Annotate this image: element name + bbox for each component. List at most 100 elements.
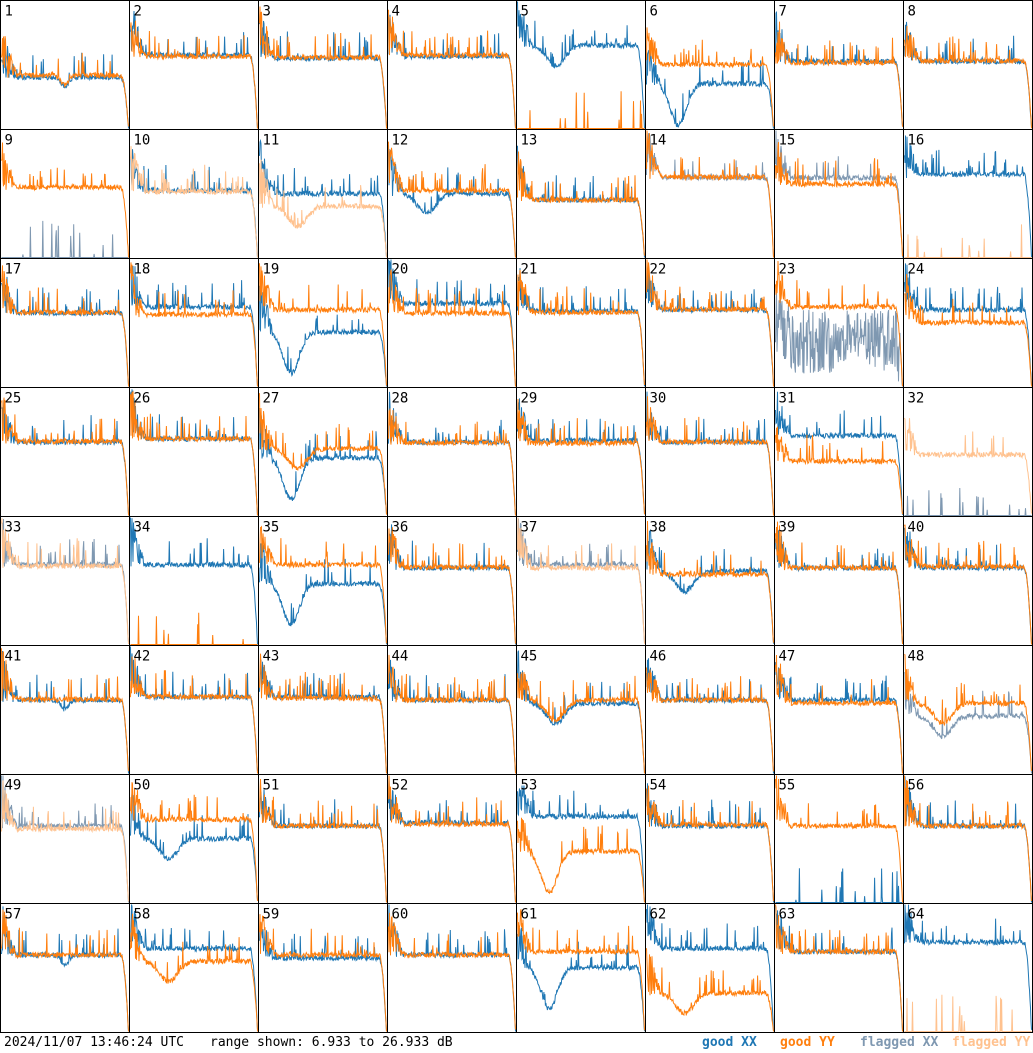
panel-23: 23 [774, 258, 904, 388]
series-yy-panel-10 [130, 146, 258, 258]
panel-44: 44 [387, 645, 517, 775]
panel-label: 62 [650, 907, 667, 923]
panel-34: 34 [129, 516, 259, 646]
series-yy-panel-47 [775, 654, 903, 774]
series-yy-panel-42 [130, 656, 258, 774]
panel-27: 27 [258, 387, 388, 517]
series-yy-panel-30 [646, 396, 774, 516]
panel-frame [0, 774, 130, 904]
panel-26: 26 [129, 387, 259, 517]
panel-frame [387, 516, 517, 646]
panel-label: 43 [263, 649, 280, 665]
series-xx-panel-20 [388, 259, 516, 387]
panel-frame [0, 516, 130, 646]
series-yy-panel-13 [517, 151, 645, 256]
series-yy-panel-5 [517, 91, 645, 129]
series-xx-panel-50 [130, 792, 258, 901]
series-xx-panel-59 [259, 921, 387, 1032]
panel-frame [516, 774, 646, 904]
panel-frame [387, 774, 517, 904]
panel-frame [903, 774, 1033, 904]
series-yy-panel-41 [1, 648, 129, 772]
panel-label: 25 [5, 391, 22, 407]
panel-52: 52 [387, 774, 517, 904]
panel-frame [774, 774, 904, 904]
panel-7: 7 [774, 0, 904, 130]
panel-frame [387, 0, 517, 130]
series-yy-panel-32 [904, 417, 1032, 514]
series-yy-panel-15 [775, 142, 903, 257]
panel-label: 38 [650, 520, 667, 536]
series-xx-panel-5 [517, 1, 645, 129]
panel-46: 46 [645, 645, 775, 775]
panel-61: 61 [516, 903, 646, 1033]
panel-label: 39 [779, 520, 796, 536]
panel-label: 45 [521, 649, 538, 665]
series-yy-panel-39 [775, 521, 903, 645]
panel-frame [387, 387, 517, 517]
panel-59: 59 [258, 903, 388, 1033]
panel-label: 18 [134, 262, 151, 278]
series-xx-panel-34 [130, 517, 258, 645]
panel-label: 11 [263, 133, 280, 149]
series-yy-panel-56 [904, 775, 1032, 902]
panel-frame [774, 645, 904, 775]
panel-label: 52 [392, 778, 409, 794]
series-yy-panel-46 [646, 667, 774, 772]
panel-label: 58 [134, 907, 151, 923]
panel-frame [903, 903, 1033, 1033]
series-yy-panel-14 [646, 130, 774, 258]
panel-11: 11 [258, 129, 388, 259]
panel-label: 19 [263, 262, 280, 278]
panel-frame [129, 516, 259, 646]
series-yy-panel-51 [259, 778, 387, 903]
panel-label: 6 [650, 4, 658, 20]
panel-frame [0, 387, 130, 517]
panel-14: 14 [645, 129, 775, 259]
panel-label: 56 [908, 778, 925, 794]
series-yy-panel-18 [130, 262, 258, 387]
panel-frame [516, 0, 646, 130]
panel-label: 55 [779, 778, 796, 794]
panel-15: 15 [774, 129, 904, 259]
panel-frame [645, 903, 775, 1033]
panel-label: 53 [521, 778, 538, 794]
panel-frame [387, 645, 517, 775]
panel-frame [258, 645, 388, 775]
series-yy-panel-36 [388, 527, 516, 644]
panel-label: 44 [392, 649, 409, 665]
panel-label: 47 [779, 649, 796, 665]
panel-8: 8 [903, 0, 1033, 130]
panel-55: 55 [774, 774, 904, 904]
panel-frame [258, 0, 388, 130]
panel-label: 42 [134, 649, 151, 665]
series-yy-panel-43 [259, 653, 387, 774]
series-xx-panel-38 [646, 529, 774, 644]
panel-1: 1 [0, 0, 130, 130]
panel-label: 30 [650, 391, 667, 407]
panel-label: 15 [779, 133, 796, 149]
panel-label: 7 [779, 4, 787, 20]
panel-frame [258, 903, 388, 1033]
panel-frame [129, 258, 259, 388]
panel-18: 18 [129, 258, 259, 388]
panel-31: 31 [774, 387, 904, 517]
series-yy-panel-34 [130, 612, 258, 645]
series-yy-panel-3 [259, 6, 387, 129]
series-xx-panel-16 [904, 135, 1032, 258]
panel-33: 33 [0, 516, 130, 646]
panel-label: 13 [521, 133, 538, 149]
panel-35: 35 [258, 516, 388, 646]
series-xx-panel-32 [904, 487, 1032, 516]
footer: 2024/11/07 13:46:24 UTC range shown: 6.9… [0, 1033, 1033, 1053]
panel-3: 3 [258, 0, 388, 130]
panel-57: 57 [0, 903, 130, 1033]
panel-label: 51 [263, 778, 280, 794]
series-yy-panel-27 [259, 393, 387, 515]
series-yy-panel-55 [775, 775, 903, 903]
series-yy-panel-19 [259, 263, 387, 386]
panel-frame [774, 516, 904, 646]
panel-label: 37 [521, 520, 538, 536]
panel-label: 10 [134, 133, 151, 149]
panel-label: 57 [5, 907, 22, 923]
